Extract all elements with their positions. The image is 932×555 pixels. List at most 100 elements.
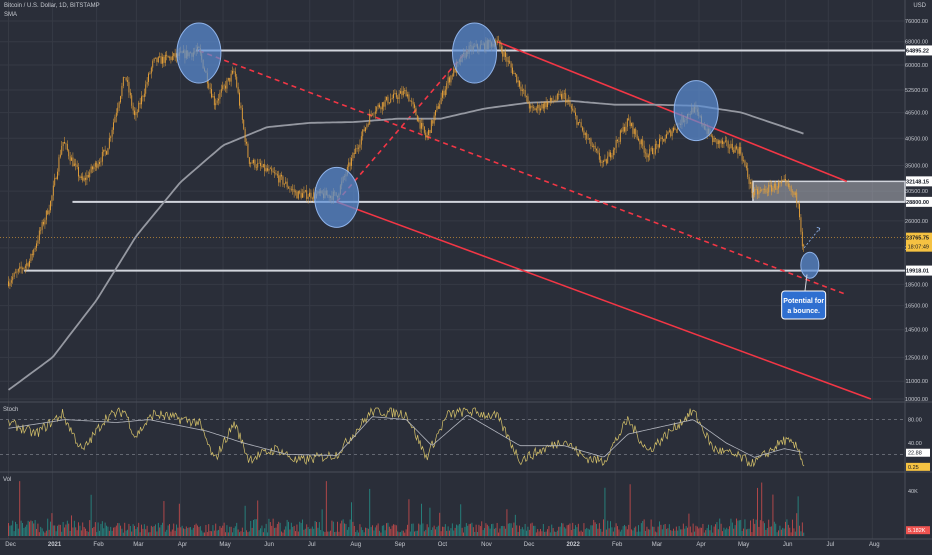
volume-bar — [114, 527, 116, 536]
candle-body — [36, 243, 37, 248]
candle-body — [717, 140, 719, 145]
volume-bar — [125, 530, 127, 536]
x-tick-label-8: Aug — [350, 542, 361, 548]
candle-body — [444, 89, 446, 96]
candle-body — [286, 181, 288, 188]
candle-body — [747, 168, 749, 178]
volume-bar — [360, 527, 362, 536]
candle-body — [138, 102, 140, 113]
candle-body — [552, 100, 554, 102]
volume-bar — [76, 530, 78, 536]
candle-body — [768, 184, 770, 193]
volume-bar — [93, 526, 95, 536]
volume-bar — [72, 527, 74, 536]
volume-bar — [747, 528, 749, 536]
candle-body — [47, 210, 49, 215]
candle-body — [149, 73, 151, 74]
candle-body — [160, 56, 162, 64]
volume-bar — [713, 526, 715, 536]
volume-bar — [199, 526, 201, 536]
candle-body — [255, 167, 257, 169]
volume-bar — [736, 518, 737, 536]
candle-body — [247, 143, 249, 158]
candle-body — [653, 153, 655, 155]
candle-body — [45, 210, 47, 220]
volume-bar — [79, 525, 81, 536]
candle-body — [79, 176, 81, 178]
volume-bar — [327, 531, 329, 536]
candle-body — [51, 195, 53, 202]
x-tick-label-5: May — [219, 542, 230, 548]
y-tick-label-1: 68000.00 — [905, 40, 928, 46]
volume-bar — [304, 528, 306, 536]
volume-bar — [330, 530, 331, 536]
candle-body — [415, 107, 417, 116]
candle-body — [419, 120, 421, 129]
volume-bar — [310, 528, 312, 536]
candle-body — [625, 126, 627, 132]
candle-body — [226, 80, 228, 89]
trendline-0 — [496, 40, 848, 183]
candle-body — [275, 173, 277, 175]
volume-bar — [386, 523, 387, 536]
candle-body — [359, 144, 361, 148]
candle-body — [733, 150, 735, 153]
volume-bar — [611, 527, 613, 536]
volume-bar — [761, 482, 763, 536]
volume-bar — [702, 523, 704, 536]
candle-body — [34, 247, 36, 250]
volume-bar — [717, 529, 719, 536]
candle-body — [76, 164, 78, 167]
volume-bar — [638, 525, 639, 536]
volume-bar — [537, 529, 539, 536]
candle-body — [288, 187, 289, 189]
volume-bar — [318, 522, 320, 536]
candle-body — [548, 101, 550, 103]
volume-bar — [418, 523, 420, 536]
price-badge-bg-0 — [906, 45, 932, 56]
volume-bar — [62, 522, 64, 536]
volume-bar — [568, 524, 569, 536]
volume-bar — [472, 527, 474, 536]
candle-body — [769, 184, 771, 186]
volume-bar — [191, 529, 193, 536]
candle-body — [545, 101, 547, 108]
candle-body — [220, 89, 222, 93]
volume-bar — [188, 527, 190, 536]
candle-body — [278, 175, 280, 183]
volume-bar — [177, 527, 179, 536]
volume-bar — [265, 523, 267, 536]
volume-bar — [71, 515, 72, 536]
candle-body — [110, 136, 112, 138]
candle-body — [388, 102, 390, 104]
candle-body — [454, 68, 456, 73]
candle-body — [565, 93, 567, 103]
volume-bar — [153, 526, 155, 536]
volume-bar — [771, 526, 772, 536]
y-tick-label-11: 16500.00 — [905, 304, 928, 310]
candle-body — [559, 94, 561, 95]
candle-body — [65, 143, 67, 145]
candle-body — [514, 72, 516, 75]
trendline-2 — [198, 49, 848, 296]
candle-body — [386, 96, 387, 101]
volume-bar — [352, 521, 354, 536]
candle-body — [159, 56, 161, 58]
candle-body — [370, 113, 372, 115]
volume-bar — [349, 519, 351, 536]
volume-bar — [34, 520, 36, 536]
volume-bar — [269, 522, 271, 536]
volume-bar — [757, 487, 758, 536]
volume-bar — [514, 514, 516, 536]
volume-bar — [321, 509, 323, 536]
volume-bar — [373, 530, 375, 536]
candle-body — [579, 122, 581, 123]
volume-bar — [467, 525, 469, 536]
volume-bar — [380, 532, 382, 536]
candle-body — [121, 85, 123, 97]
price-axis: 76000.00 68000.00 60000.00 52500.00 46500.00… — [905, 19, 932, 403]
volume-bar — [344, 523, 345, 536]
volume-bar — [33, 523, 35, 536]
volume-bar — [474, 531, 476, 536]
